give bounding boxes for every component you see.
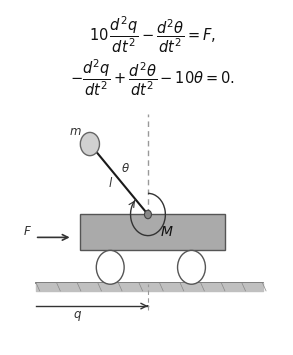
Text: $-\dfrac{d^2q}{dt^2} + \dfrac{d^2\theta}{dt^2} - 10\theta = 0.$: $-\dfrac{d^2q}{dt^2} + \dfrac{d^2\theta}…	[70, 57, 235, 98]
Circle shape	[144, 210, 151, 219]
Text: $M$: $M$	[160, 225, 174, 239]
Circle shape	[80, 132, 100, 155]
Text: $10\,\dfrac{d^2q}{dt^2} - \dfrac{d^2\theta}{dt^2} = F,$: $10\,\dfrac{d^2q}{dt^2} - \dfrac{d^2\the…	[89, 14, 216, 55]
Text: $F$: $F$	[23, 225, 32, 237]
Circle shape	[178, 250, 205, 284]
Text: $\theta$: $\theta$	[121, 163, 130, 175]
Text: $m$: $m$	[69, 125, 82, 138]
Text: $l$: $l$	[108, 176, 113, 190]
Text: $q$: $q$	[73, 309, 82, 323]
Bar	[80, 214, 225, 250]
Circle shape	[96, 250, 124, 284]
